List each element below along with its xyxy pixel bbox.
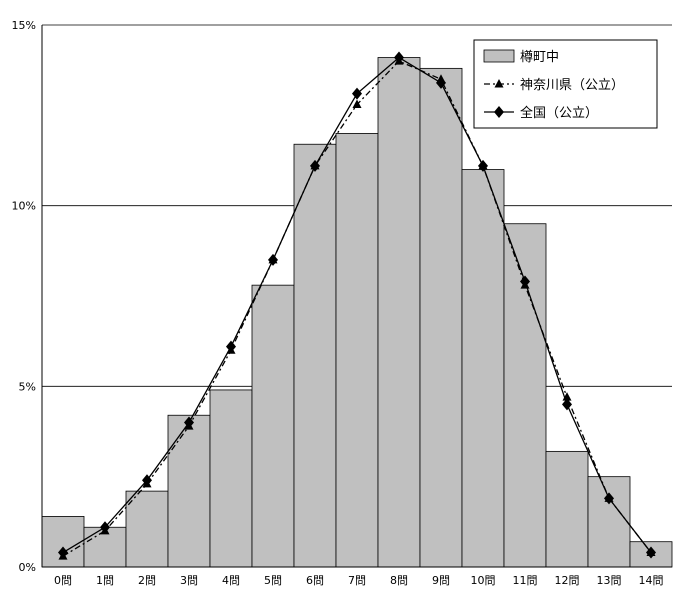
bar [545,450,589,568]
diamond-marker [310,159,320,172]
x-tick-label: 10問 [471,574,496,587]
x-tick-label: 3問 [180,574,198,587]
x-tick-label: 4問 [222,574,240,587]
axes: 0% 5% 10% 15% 0問 1問 2問 3問 4問 5問 6問 7問 8問 9問 10問 11問 12問 1… [12,19,672,587]
bar [125,490,169,568]
bar [419,67,463,568]
y-tick-label: 5% [19,380,36,393]
bar [335,132,379,568]
bar [251,284,295,568]
diamond-marker [646,546,656,559]
diamond-marker [478,159,488,172]
bar [377,57,421,568]
x-tick-label: 14問 [639,574,664,587]
x-tick-label: 12問 [555,574,580,587]
diamond-marker [184,416,194,429]
series-lines [58,51,656,560]
bar [209,389,253,568]
y-tick-label: 10% [12,200,36,213]
x-tick-label: 13問 [597,574,622,587]
diamond-marker [268,253,278,266]
diamond-marker [562,398,572,411]
diamond-marker [100,521,110,534]
diamond-marker [604,492,614,505]
x-tick-label: 2問 [138,574,156,587]
y-tick-label: 0% [19,561,36,574]
diamond-marker [394,51,404,64]
diamond-marker [58,546,68,559]
triangle-marker [494,79,504,88]
diamond-marker [352,87,362,100]
x-tick-label: 8問 [390,574,408,587]
y-tick-label: 15% [12,19,36,32]
x-tick-label: 7問 [348,574,366,587]
x-tick-label: 9問 [432,574,450,587]
x-tick-label: 11問 [513,574,538,587]
bar [503,223,547,568]
x-tick-label: 5問 [264,574,282,587]
diamond-marker [520,275,530,288]
x-tick-label: 0問 [54,574,72,587]
bar [293,143,337,568]
legend-label: 全国（公立） [520,105,598,121]
bars [41,57,673,568]
legend-label: 樽町中 [520,49,559,65]
legend-swatch [483,49,515,63]
triangle-marker [352,99,362,108]
diamond-marker [494,106,504,118]
legend-label: 神奈川県（公立） [520,78,624,93]
x-tick-label: 6問 [306,574,324,587]
diamond-marker [436,76,446,89]
diamond-marker [142,474,152,487]
bar [167,414,211,568]
diamond-marker [226,340,236,353]
bar [587,476,631,568]
x-tick-label: 1問 [96,574,114,587]
bar [461,169,505,568]
